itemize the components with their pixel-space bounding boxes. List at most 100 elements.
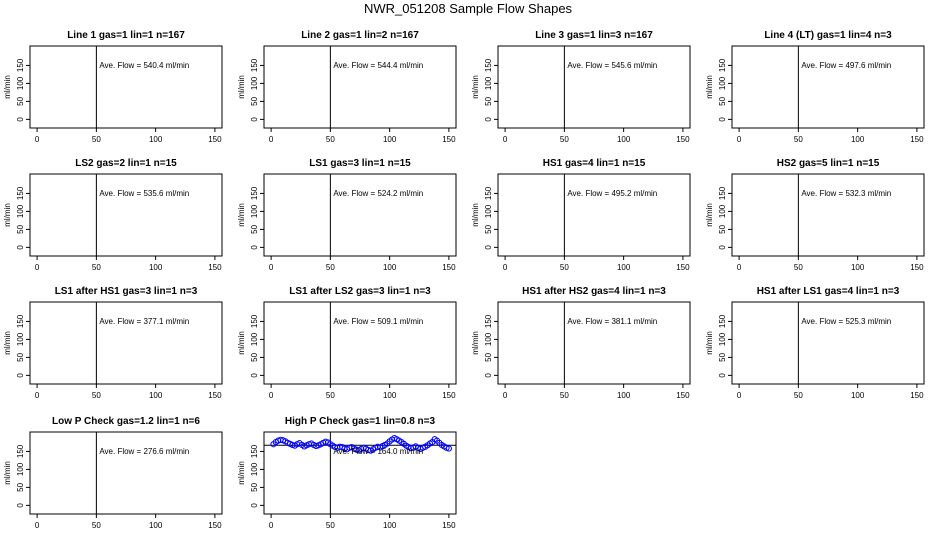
panel-title: Line 1 gas=1 lin=1 n=167: [67, 30, 185, 41]
x-tick-label: 150: [676, 263, 690, 272]
panel-title: LS1 gas=3 lin=1 n=15: [309, 158, 411, 169]
y-tick-label: 150: [484, 314, 493, 328]
y-tick-label: 50: [250, 352, 259, 361]
y-tick-label: 100: [16, 462, 25, 476]
average-flow-annotation: Ave. Flow = 381.1 ml/min: [567, 317, 657, 326]
plot-frame: [29, 45, 223, 129]
x-tick-label: 0: [503, 135, 508, 144]
y-tick-label: 50: [16, 352, 25, 361]
panel-1: Line 1 gas=1 lin=1 n=167 0 50 100 150 0 50 100 1…: [3, 30, 223, 144]
y-axis-label: ml/min: [471, 331, 480, 355]
y-tick-label: 50: [484, 96, 493, 105]
plot-frame: [263, 431, 457, 515]
panel-title: LS2 gas=2 lin=1 n=15: [75, 158, 177, 169]
x-tick-label: 0: [269, 135, 274, 144]
panel-title: HS1 after HS2 gas=4 lin=1 n=3: [522, 286, 666, 297]
y-tick-label: 50: [250, 224, 259, 233]
average-flow-annotation: Ave. Flow = 540.4 ml/min: [99, 61, 189, 70]
y-tick-label: 0: [16, 245, 25, 250]
x-tick-label: 50: [794, 263, 803, 272]
x-tick-label: 100: [851, 135, 865, 144]
y-tick-label: 150: [16, 58, 25, 72]
y-tick-label: 0: [718, 373, 727, 378]
x-tick-label: 100: [617, 263, 631, 272]
panel-11: HS1 after HS2 gas=4 lin=1 n=3 0 50 100 150 0 5…: [471, 286, 691, 400]
x-tick-label: 100: [383, 391, 397, 400]
panel-13: Low P Check gas=1.2 lin=1 n=6 0 50 100 150 0 5…: [3, 416, 223, 530]
y-tick-label: 150: [718, 58, 727, 72]
panel-title: Line 2 gas=1 lin=2 n=167: [301, 30, 419, 41]
y-tick-label: 0: [718, 245, 727, 250]
x-tick-label: 50: [326, 263, 335, 272]
y-tick-label: 0: [16, 117, 25, 122]
x-tick-label: 0: [35, 263, 40, 272]
y-tick-label: 150: [250, 314, 259, 328]
x-tick-label: 100: [149, 135, 163, 144]
y-tick-label: 150: [718, 186, 727, 200]
x-tick-label: 50: [794, 135, 803, 144]
y-axis-label: ml/min: [3, 331, 12, 355]
y-tick-label: 50: [250, 96, 259, 105]
y-axis-label: ml/min: [3, 461, 12, 485]
x-tick-label: 0: [269, 521, 274, 530]
y-tick-label: 150: [250, 58, 259, 72]
y-tick-label: 0: [16, 373, 25, 378]
y-tick-label: 50: [16, 96, 25, 105]
y-tick-label: 50: [250, 482, 259, 491]
x-tick-label: 0: [269, 263, 274, 272]
y-axis-label: ml/min: [237, 331, 246, 355]
y-axis-label: ml/min: [237, 203, 246, 227]
plot-frame: [731, 301, 925, 385]
average-flow-annotation: Ave. Flow = 544.4 ml/min: [333, 61, 423, 70]
y-tick-label: 150: [484, 186, 493, 200]
x-tick-label: 50: [560, 135, 569, 144]
x-tick-label: 150: [910, 391, 924, 400]
average-flow-annotation: Ave. Flow = 377.1 ml/min: [99, 317, 189, 326]
plot-frame: [263, 173, 457, 257]
panel-title: Low P Check gas=1.2 lin=1 n=6: [52, 416, 200, 427]
panel-8: HS2 gas=5 lin=1 n=15 0 50 100 150 0 50 100 150 ml…: [705, 158, 925, 272]
y-tick-label: 150: [250, 186, 259, 200]
panel-12: HS1 after LS1 gas=4 lin=1 n=3 0 50 100 150 0 5…: [705, 286, 925, 400]
x-tick-label: 50: [92, 391, 101, 400]
y-tick-label: 100: [484, 332, 493, 346]
panel-title: Line 4 (LT) gas=1 lin=4 n=3: [764, 30, 892, 41]
y-tick-label: 150: [718, 314, 727, 328]
y-axis-label: ml/min: [237, 461, 246, 485]
y-tick-label: 100: [718, 76, 727, 90]
y-tick-label: 0: [250, 117, 259, 122]
x-tick-label: 150: [442, 263, 456, 272]
x-tick-label: 0: [737, 391, 742, 400]
x-tick-label: 50: [560, 263, 569, 272]
y-tick-label: 100: [250, 332, 259, 346]
panel-6: LS1 gas=3 lin=1 n=15 0 50 100 150 0 50 100 150 ml…: [237, 158, 457, 272]
x-tick-label: 100: [617, 391, 631, 400]
panel-title: LS1 after HS1 gas=3 lin=1 n=3: [55, 286, 198, 297]
panel-title: HS1 after LS1 gas=4 lin=1 n=3: [757, 286, 900, 297]
x-tick-label: 150: [676, 391, 690, 400]
plot-frame: [29, 431, 223, 515]
average-flow-annotation: Ave. Flow = 525.3 ml/min: [801, 317, 891, 326]
x-tick-label: 100: [617, 135, 631, 144]
figure-title: NWR_051208 Sample Flow Shapes: [363, 1, 573, 16]
y-axis-label: ml/min: [471, 203, 480, 227]
y-tick-label: 0: [250, 245, 259, 250]
y-axis-label: ml/min: [705, 331, 714, 355]
y-tick-label: 0: [16, 503, 25, 508]
y-tick-label: 0: [718, 117, 727, 122]
plot-frame: [263, 45, 457, 129]
y-tick-label: 100: [16, 76, 25, 90]
x-tick-label: 150: [910, 135, 924, 144]
y-tick-label: 50: [718, 96, 727, 105]
x-tick-label: 100: [851, 263, 865, 272]
x-tick-label: 0: [35, 521, 40, 530]
y-tick-label: 50: [16, 224, 25, 233]
plot-frame: [263, 301, 457, 385]
y-tick-label: 100: [718, 204, 727, 218]
y-tick-label: 0: [484, 373, 493, 378]
y-axis-label: ml/min: [705, 75, 714, 99]
average-flow-annotation: Ave. Flow = 532.3 ml/min: [801, 189, 891, 198]
panel-title: Line 3 gas=1 lin=3 n=167: [535, 30, 653, 41]
y-tick-label: 50: [484, 224, 493, 233]
x-tick-label: 0: [737, 263, 742, 272]
